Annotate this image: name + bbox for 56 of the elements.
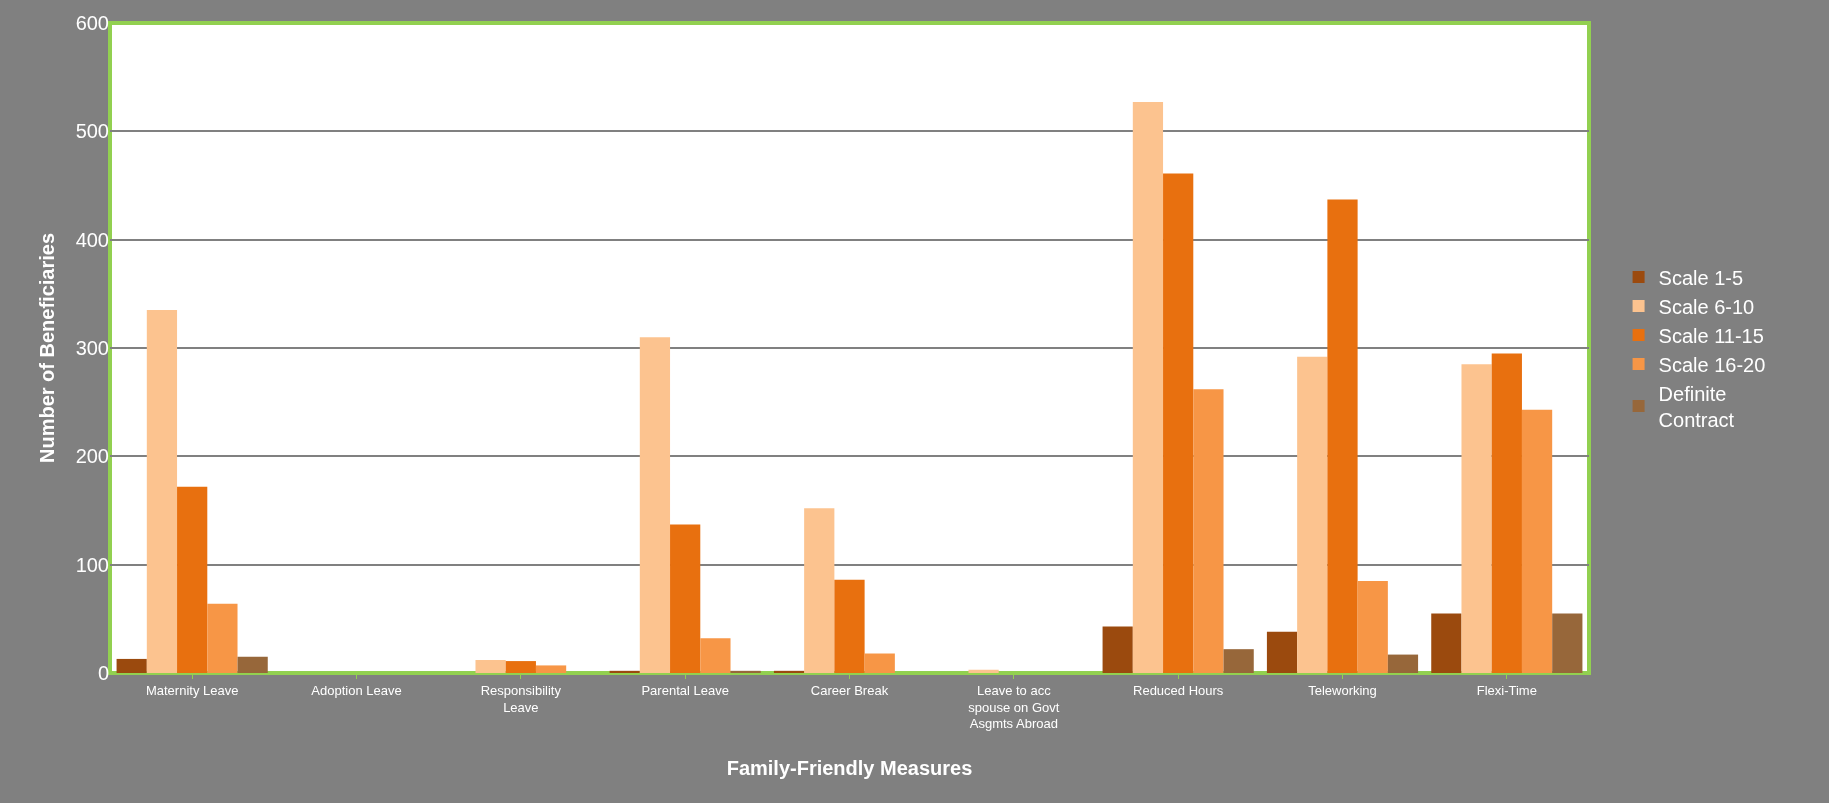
bar (1552, 613, 1583, 673)
x-tick-label: Reduced Hours (1133, 682, 1224, 698)
bar (207, 603, 238, 673)
legend-label: Scale 11-15 (1658, 324, 1764, 347)
y-tick-label: 600 (75, 12, 109, 34)
x-axis-title: Family-Friendly Measures (726, 756, 973, 779)
x-tick-label: Maternity Leave (145, 682, 239, 698)
bar (834, 579, 865, 673)
bar (730, 670, 761, 673)
bar (1521, 409, 1553, 673)
bar (700, 638, 731, 673)
bar (1327, 199, 1358, 673)
bar (116, 658, 147, 673)
bar (1357, 580, 1388, 673)
x-tick-label: Responsibility Leave (480, 682, 562, 715)
x-tick-label: Flexi-Time (1476, 682, 1537, 698)
x-tick-label: Career Break (810, 682, 889, 698)
y-axis-title: Number of Beneficiaries (36, 232, 59, 464)
bar (968, 669, 999, 673)
x-tick-label: Adoption Leave (311, 682, 402, 698)
bar (670, 524, 701, 673)
legend-label: Scale 1-5 (1658, 266, 1744, 289)
bar (1297, 356, 1328, 673)
y-tick-label: 100 (75, 553, 109, 576)
bar (535, 665, 567, 673)
bar (146, 310, 178, 673)
bar (1223, 649, 1254, 673)
x-tick-label: Teleworking (1308, 682, 1377, 698)
bar (864, 653, 895, 673)
legend-label: Scale 16-20 (1658, 353, 1766, 376)
legend-label: Definite Contract (1658, 382, 1735, 431)
x-tick-label: Parental Leave (641, 682, 729, 698)
y-tick-label: 500 (75, 120, 109, 143)
y-tick-label: 0 (97, 662, 109, 684)
bar (804, 508, 835, 673)
bar (1491, 353, 1522, 673)
bar (639, 337, 671, 673)
bar (1387, 654, 1419, 673)
bar (609, 670, 640, 673)
bar (1193, 389, 1224, 673)
y-tick-label: 200 (75, 445, 109, 468)
bar (1102, 626, 1133, 673)
bar (773, 670, 805, 673)
bar (1431, 613, 1462, 673)
bar (1132, 102, 1164, 673)
bar (1266, 631, 1298, 673)
x-tick-label: Leave to acc spouse on Govt Asgmts Abroad (968, 682, 1060, 732)
bar (505, 661, 536, 673)
bar (1163, 173, 1194, 673)
bar (177, 486, 208, 673)
bar (237, 656, 268, 673)
bar (475, 660, 506, 673)
y-tick-label: 400 (75, 228, 109, 251)
y-tick-label: 300 (75, 337, 109, 359)
legend-label: Scale 6-10 (1658, 295, 1755, 318)
bar (1461, 364, 1492, 673)
